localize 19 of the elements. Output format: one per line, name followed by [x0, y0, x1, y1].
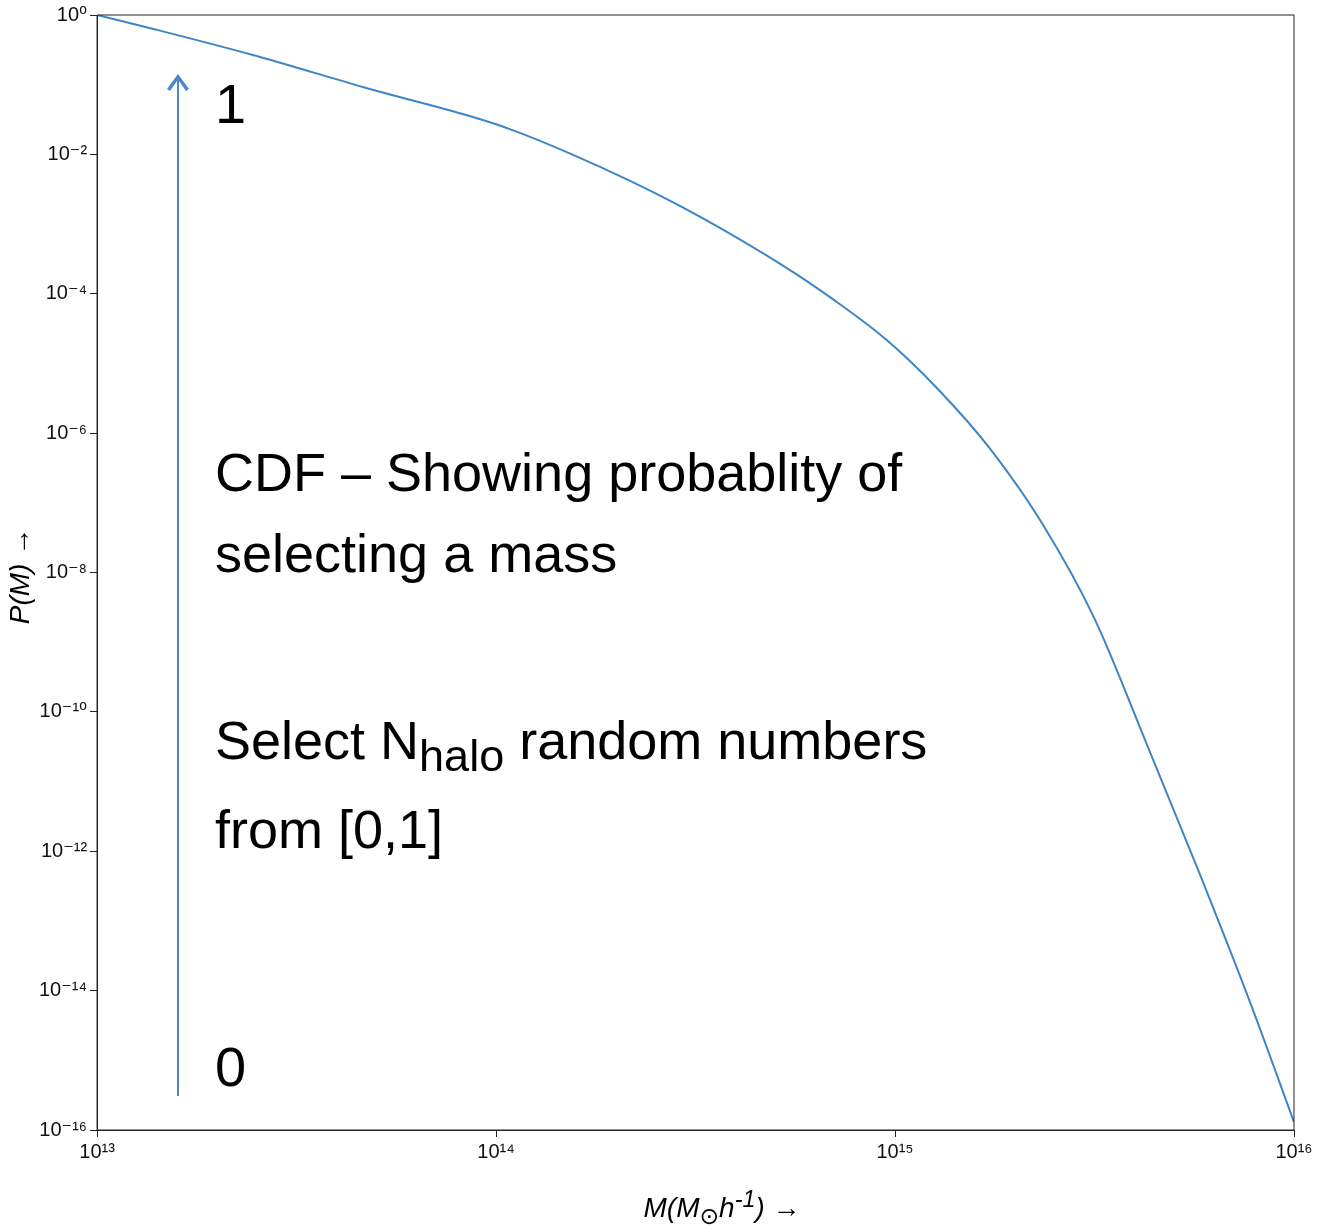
- y-tick-label: 10⁻¹⁰: [39, 699, 88, 722]
- x-tick-label: 10¹⁵: [876, 1139, 914, 1162]
- y-tick-label: 10⁻²: [47, 141, 88, 164]
- annotation: 0: [215, 1034, 248, 1100]
- y-tick-label: 10⁻¹²: [40, 838, 88, 861]
- annotation: CDF – Showing probablity of selecting a mass: [215, 441, 904, 585]
- x-tick-label: 10¹⁴: [477, 1139, 515, 1162]
- y-tick-label: 10⁰: [56, 2, 88, 25]
- y-tick-label: 10⁻⁶: [46, 420, 88, 443]
- y-tick-label: 10⁻⁴: [45, 281, 88, 304]
- y-axis-title: P(M) →: [4, 526, 36, 627]
- x-tick-label: 10¹³: [79, 1139, 116, 1162]
- y-tick-label: 10⁻⁸: [45, 560, 88, 583]
- y-tick-label: 10⁻¹⁴: [38, 978, 88, 1001]
- text: Select N$_{halo}$ random numbers from [0,1]: [215, 710, 928, 860]
- x-tick-label: 10¹⁶: [1275, 1139, 1313, 1162]
- y-tick-label: 10⁻¹⁶: [39, 1117, 88, 1140]
- annotation: 1: [215, 71, 248, 137]
- x-axis-title: M(M$_{⊙}$h$^{-1}$) →: [642, 1186, 802, 1227]
